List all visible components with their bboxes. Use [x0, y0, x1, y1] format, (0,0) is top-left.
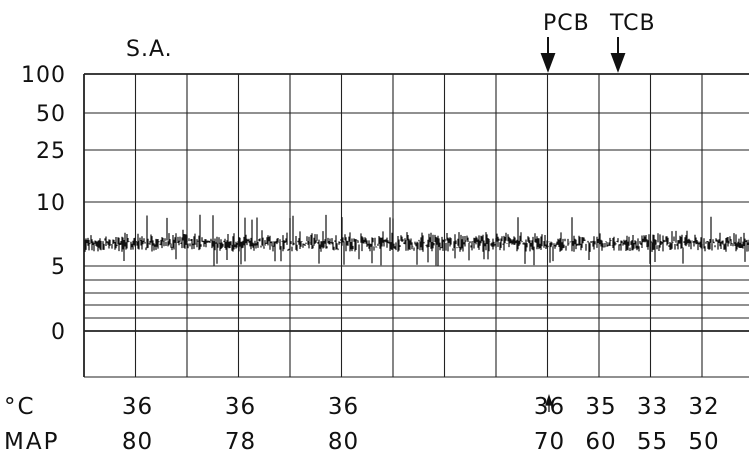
row-value: 60 [585, 429, 616, 455]
y-tick-label: 25 [36, 139, 66, 164]
row-value: 36 [328, 394, 359, 420]
y-tick-label: 0 [51, 320, 66, 345]
row-value: 36 [225, 394, 256, 420]
row-value: 55 [637, 429, 668, 455]
annotation-pcb-label: PCB [543, 11, 590, 36]
annotation-tcb: TCB [609, 11, 656, 73]
tcb-down-arrow-icon [610, 37, 626, 73]
row-label-temp: °C [4, 394, 36, 420]
row-label-map: MAP [4, 429, 59, 455]
bottom-rows: °C36363636353332MAP80788070605550 [4, 394, 719, 455]
annotation-tcb-label: TCB [609, 11, 656, 36]
y-tick-label: 10 [36, 191, 66, 216]
row-value: 35 [585, 394, 616, 420]
row-value: 80 [328, 429, 359, 455]
trace-group [84, 214, 749, 266]
row-value: 70 [534, 429, 565, 455]
small-up-arrow-icon [545, 393, 553, 412]
row-value: 80 [122, 429, 153, 455]
row-value: 36 [122, 394, 153, 420]
chart-grid [83, 73, 749, 378]
row-value: 50 [688, 429, 719, 455]
sa-trace-line [84, 214, 749, 266]
row-value: 78 [225, 429, 256, 455]
pcb-down-arrow-icon [540, 37, 556, 73]
y-tick-label: 5 [51, 255, 66, 280]
y-tick-label: 50 [36, 102, 66, 127]
row-value: 33 [637, 394, 668, 420]
chart-title: S.A. [126, 37, 173, 62]
y-tick-label: 100 [21, 63, 66, 88]
row-value: 32 [688, 394, 719, 420]
annotation-pcb: PCB [540, 11, 590, 73]
